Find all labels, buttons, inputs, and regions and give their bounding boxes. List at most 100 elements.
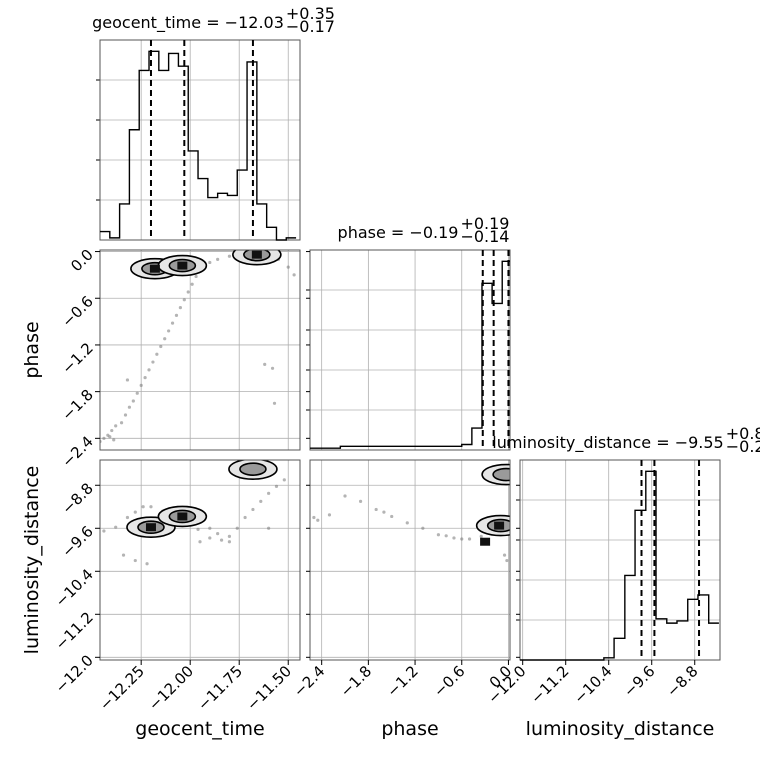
scatter-point: [198, 540, 202, 544]
scatter-point: [182, 298, 186, 302]
scatter-point: [174, 313, 179, 317]
title-phase: phase = −0.19 +0.19−0.14: [338, 214, 510, 246]
density-peak: [177, 512, 188, 521]
xtick-label-luminosity_distance-4: −8.8: [663, 662, 701, 700]
scatter-point: [263, 362, 267, 366]
panel-frame-phase-luminosity_distance: [309, 459, 511, 661]
scatter-point: [121, 553, 126, 557]
scatter-point: [274, 484, 279, 488]
scatter-point: [267, 526, 271, 530]
scatter-point: [467, 537, 472, 541]
hist-frame-geocent_time: [99, 39, 301, 241]
scatter-point: [151, 360, 155, 364]
scatter-point: [286, 265, 290, 269]
ytick-label-phase-3: −0.6: [58, 292, 96, 330]
scatter-point: [227, 254, 232, 258]
title-main-geocent_time: geocent_time = −12.03: [92, 13, 284, 33]
hist-frame-luminosity_distance: [519, 459, 721, 661]
xtick-label-geocent_time-0: −12.25: [96, 662, 148, 714]
scatter-point: [102, 529, 106, 533]
scatter-point: [139, 383, 143, 388]
scatter-point: [159, 344, 163, 349]
hist-panel-phase: [306, 249, 511, 451]
contour-inner: [239, 462, 267, 476]
scatter-point: [108, 435, 112, 439]
xtick-label-geocent_time-2: −11.75: [194, 662, 246, 714]
scatter-point: [390, 514, 394, 519]
scatter-point: [135, 391, 139, 395]
hist-steps-phase: [310, 260, 510, 449]
xtick-label-geocent_time-3: −11.50: [243, 662, 295, 714]
scatter-point: [155, 352, 159, 356]
ytick-label-phase-1: −1.8: [58, 386, 96, 424]
density-peak: [149, 264, 160, 273]
ytick-label-luminosity_distance-4: −8.8: [58, 479, 96, 517]
xtick-label-luminosity_distance-3: −9.6: [620, 662, 658, 700]
xtick-label-phase-3: −0.6: [430, 662, 468, 700]
hist-panel-luminosity_distance: [516, 459, 721, 661]
scatter-point: [133, 510, 137, 514]
panel-phase-luminosity_distance: [309, 459, 511, 661]
scatter-point: [145, 562, 149, 566]
title-sup-luminosity_distance: +0.83: [726, 424, 760, 443]
scatter-point: [186, 290, 190, 294]
scatter-point: [127, 405, 132, 409]
scatter-point: [170, 321, 175, 325]
hist-steps-luminosity_distance: [520, 470, 719, 661]
ylabel-phase: phase: [21, 321, 43, 378]
scatter-point: [259, 499, 263, 503]
scatter-point: [374, 507, 378, 512]
density-peak: [251, 250, 262, 259]
xtick-label-phase-1: −1.8: [337, 662, 375, 700]
scatter-point: [227, 534, 232, 538]
scatter-point: [267, 491, 271, 495]
hist-steps-geocent_time: [100, 50, 297, 241]
density-peak: [480, 537, 491, 546]
scatter-point: [196, 527, 200, 531]
scatter-point: [270, 366, 275, 370]
ytick-label-luminosity_distance-0: −12.0: [52, 651, 97, 696]
title-luminosity_distance: luminosity_distance = −9.55+0.83−0.24: [492, 424, 760, 456]
scatter-point: [147, 368, 151, 372]
panels-layer: [96, 39, 721, 661]
xtick-label-phase-2: −1.2: [383, 662, 421, 700]
scatter-point: [219, 538, 224, 542]
scatter-point: [292, 273, 296, 277]
scatter-point: [436, 533, 441, 537]
panel-content-phase-luminosity_distance: [312, 463, 510, 563]
density-peak: [177, 261, 188, 270]
scatter-point: [102, 436, 106, 440]
scatter-point: [208, 526, 212, 530]
scatter-point: [178, 305, 182, 310]
scatter-point: [243, 515, 247, 520]
scatter-point: [316, 518, 320, 522]
ytick-label-phase-2: −1.2: [58, 339, 96, 377]
title-sup-phase: +0.19: [460, 214, 509, 233]
scatter-point: [194, 274, 198, 279]
labels-layer: geocent_time = −12.03 +0.35−0.17 phase = −…: [21, 4, 760, 740]
xtick-label-luminosity_distance-2: −10.4: [570, 662, 615, 707]
xtick-label-geocent_time-1: −12.00: [145, 662, 197, 714]
scatter-point: [125, 378, 130, 382]
scatter-point: [312, 515, 316, 520]
xlabel-luminosity_distance: luminosity_distance: [526, 718, 715, 740]
scatter-point: [141, 505, 145, 509]
scatter-point: [502, 553, 507, 557]
scatter-point: [216, 257, 220, 261]
title-sub-geocent_time: −0.17: [286, 17, 335, 36]
ylabel-luminosity_distance: luminosity_distance: [21, 466, 43, 655]
density-peak: [145, 523, 156, 532]
scatter-point: [216, 532, 220, 536]
scatter-point: [227, 540, 232, 544]
scatter-point: [114, 424, 118, 428]
scatter-point: [343, 494, 347, 498]
scatter-point: [208, 536, 212, 540]
scatter-point: [133, 558, 137, 563]
scatter-point: [251, 507, 255, 512]
scatter-point: [149, 505, 153, 509]
panel-frame-geocent_time-phase: [99, 249, 301, 451]
panel-geocent_time-phase: [99, 249, 301, 451]
scatter-point: [421, 526, 425, 530]
scatter-point: [505, 558, 509, 563]
